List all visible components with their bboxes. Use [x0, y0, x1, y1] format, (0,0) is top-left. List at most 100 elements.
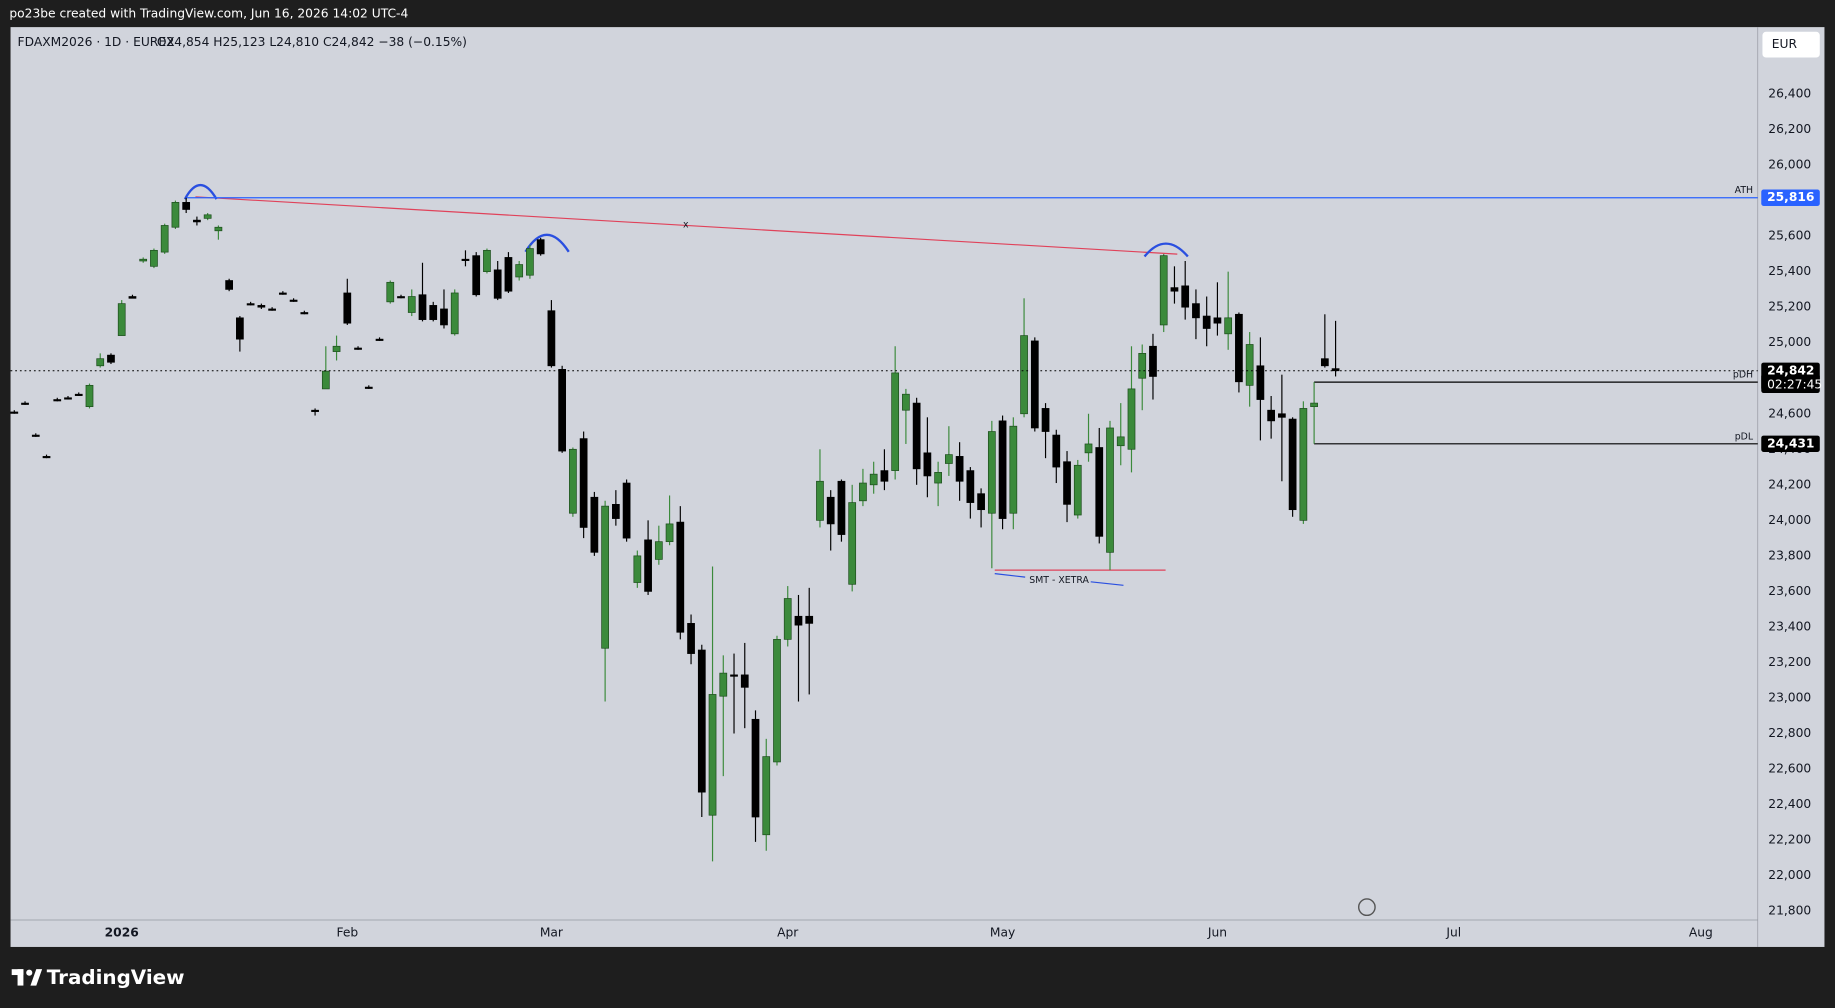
candle-body	[321, 370, 330, 390]
candle-body	[1245, 344, 1254, 386]
candle-body	[354, 347, 362, 350]
candle-body	[160, 225, 169, 253]
candle-body	[569, 448, 577, 514]
x-tick-label: Feb	[336, 925, 358, 939]
currency-label[interactable]: EUR	[1772, 37, 1798, 51]
candle-body	[869, 473, 878, 486]
candle-body	[1202, 315, 1211, 329]
candle-body	[558, 368, 567, 452]
top-arc	[183, 183, 218, 200]
x-tick-label: 2026	[105, 925, 139, 939]
candle-body	[332, 345, 341, 352]
candle-body	[697, 649, 706, 793]
candle-body	[1159, 255, 1168, 326]
candle-body	[1192, 303, 1200, 319]
plot-area	[10, 27, 1825, 947]
candle-body	[891, 372, 900, 471]
candle-body	[1127, 388, 1136, 450]
symbol-title: FDAXM2026 · 1D · EUREX	[18, 35, 176, 49]
candle-body	[611, 504, 620, 519]
candle-body	[837, 480, 846, 535]
candle-body	[311, 409, 319, 412]
snapshot-icon[interactable]	[1357, 898, 1376, 917]
candle-body	[536, 239, 545, 255]
candle-body	[171, 202, 180, 228]
x-tick-label: Aug	[1689, 925, 1713, 939]
candle-body	[418, 294, 427, 320]
y-tick-label: 25,200	[1768, 300, 1811, 314]
price-label-box	[1761, 435, 1820, 452]
candle-body	[21, 402, 29, 405]
candle-body	[515, 264, 524, 278]
candle-body	[1095, 447, 1104, 537]
x-tick-label: Apr	[777, 925, 799, 939]
candle-body	[665, 523, 674, 543]
candle-body	[912, 402, 921, 470]
candle-body	[740, 674, 749, 688]
candle-body	[998, 420, 1007, 519]
candle-body	[472, 255, 481, 296]
candle-body	[987, 431, 996, 514]
y-tick-label: 23,600	[1768, 584, 1811, 598]
candle-body	[1041, 408, 1050, 432]
candle-body	[74, 393, 83, 396]
y-tick-label: 22,200	[1768, 833, 1811, 847]
smt-label: SMT - XETRA	[1029, 575, 1089, 586]
candle-body	[397, 296, 405, 299]
candle-body	[42, 456, 51, 459]
candle-body	[300, 312, 309, 315]
x-tick-label: Jun	[1207, 925, 1227, 939]
price-label: 25,816	[1767, 190, 1814, 204]
candle-body	[1213, 317, 1222, 324]
candle-body	[1310, 402, 1318, 408]
currency-button[interactable]	[1762, 31, 1820, 58]
candle-body	[633, 555, 642, 583]
candle-body	[461, 258, 470, 261]
candle-body	[96, 358, 105, 367]
candle-body	[278, 292, 287, 295]
candle-body	[1020, 335, 1028, 415]
logo	[11, 969, 43, 986]
candle-body	[816, 480, 824, 521]
candle-body	[429, 305, 438, 320]
candle-body	[826, 496, 835, 525]
candle-body	[375, 338, 384, 341]
candle-body	[128, 296, 137, 299]
candle-body	[1106, 427, 1114, 553]
candle-body	[654, 541, 663, 560]
candle-body	[246, 303, 255, 306]
candle-body	[407, 296, 416, 313]
candle-body	[1063, 461, 1071, 505]
candle-body	[1235, 313, 1243, 383]
candle-body	[622, 482, 631, 539]
candle-body	[590, 496, 599, 553]
last-price-box	[1761, 362, 1820, 394]
y-tick-label: 23,400	[1768, 619, 1811, 633]
candle-body	[1052, 434, 1061, 468]
candle-body	[805, 615, 814, 624]
x-tick-label: Jul	[1445, 925, 1461, 939]
candle-body	[1084, 443, 1093, 454]
candle-body	[955, 456, 964, 482]
x-tick-label: May	[990, 925, 1015, 939]
candle-body	[966, 470, 975, 503]
candle-body	[440, 308, 448, 326]
candle-body	[644, 539, 652, 592]
candle-body	[139, 258, 148, 262]
candle-body	[762, 756, 771, 836]
candle-body	[773, 639, 781, 763]
candle-body	[257, 305, 266, 308]
candle-body	[193, 219, 201, 223]
candle-body	[1149, 345, 1157, 377]
y-tick-label: 26,000	[1768, 158, 1811, 172]
attribution: po23be created with TradingView.com, Jun…	[9, 7, 408, 21]
price-label-box	[1761, 189, 1820, 206]
candle-body	[751, 718, 760, 818]
candle-body	[1073, 464, 1082, 516]
candle-body	[150, 249, 158, 267]
x-tick-label: Mar	[540, 925, 564, 939]
candle-body	[64, 397, 72, 400]
candle-body	[783, 598, 792, 640]
candle-body	[182, 202, 191, 210]
